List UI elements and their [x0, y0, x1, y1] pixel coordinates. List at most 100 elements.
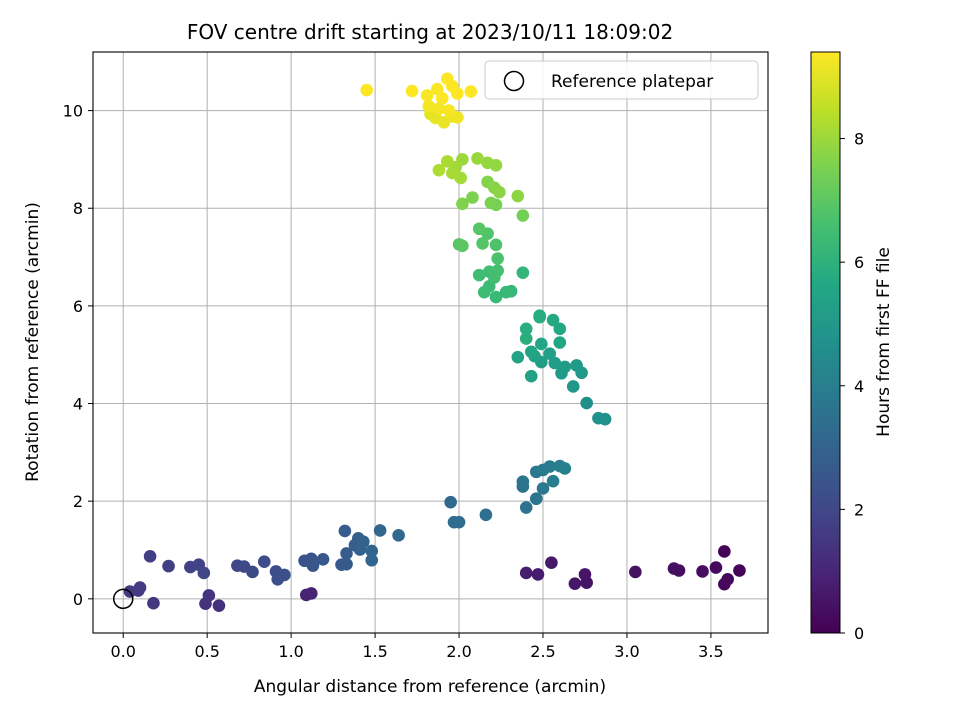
data-point [516, 209, 530, 222]
x-axis-label: Angular distance from reference (arcmin) [254, 677, 606, 697]
data-point [338, 524, 352, 538]
legend-marker [503, 70, 525, 92]
x-tick-label: 2.5 [530, 642, 555, 661]
data-point [529, 492, 543, 506]
data-point [257, 555, 271, 569]
colorbar-gradient [810, 51, 841, 634]
x-tick-label: 0.5 [194, 642, 219, 661]
data-point [432, 102, 446, 115]
data-point [306, 559, 320, 572]
x-tick-label: 2.0 [446, 642, 471, 661]
colorbar-ticks: 0 2 4 6 8 [840, 130, 864, 643]
data-point [212, 599, 226, 612]
data-point [446, 166, 459, 180]
grid [93, 52, 768, 633]
x-tick-label: 3.0 [614, 642, 639, 661]
data-point [440, 155, 454, 168]
data-point [278, 568, 291, 582]
data-point [435, 92, 449, 105]
data-point [340, 557, 353, 571]
data-point [519, 501, 533, 514]
data-point [491, 264, 504, 278]
data-point [558, 360, 572, 374]
data-point [553, 322, 567, 336]
data-point [546, 474, 560, 488]
data-point [464, 85, 478, 98]
data-point [479, 508, 493, 522]
data-point [365, 553, 379, 567]
data-point [553, 336, 567, 349]
data-point [568, 577, 582, 590]
data-point [147, 596, 160, 610]
data-point [476, 237, 489, 250]
data-point [733, 564, 746, 577]
data-point [519, 566, 533, 580]
data-point [718, 545, 731, 558]
data-point [422, 99, 436, 113]
data-point [481, 156, 494, 170]
colorbar-tick-label: 2 [854, 500, 864, 519]
data-point [531, 568, 545, 581]
y-tick-label: 8 [73, 199, 83, 218]
y-tick-label: 10 [63, 102, 83, 121]
data-point [442, 104, 456, 117]
data-point [489, 290, 503, 304]
data-point [430, 82, 444, 96]
data-point [516, 266, 530, 279]
data-point [667, 562, 681, 575]
data-point [456, 197, 469, 211]
data-point [143, 550, 157, 563]
data-point [519, 332, 533, 345]
data-point [499, 285, 513, 299]
data-point [246, 565, 259, 579]
chart-title: FOV centre drift starting at 2023/10/11 … [187, 20, 673, 44]
data-point [545, 556, 558, 569]
data-point [477, 285, 491, 299]
data-point [629, 565, 642, 579]
data-point [536, 482, 550, 495]
data-point [357, 535, 370, 548]
data-point [472, 222, 486, 236]
y-tick-label: 0 [73, 590, 83, 609]
data-point [197, 566, 211, 580]
colorbar-label: Hours from first FF file [874, 247, 894, 437]
data-point [373, 524, 387, 537]
data-point [452, 515, 466, 529]
data-point [580, 396, 593, 410]
data-point [558, 462, 572, 475]
data-point [420, 89, 434, 102]
data-point [598, 412, 612, 426]
colorbar-tick-label: 0 [854, 624, 864, 643]
x-tick-label: 3.5 [698, 642, 723, 661]
data-point [511, 189, 525, 203]
data-point [543, 460, 557, 473]
data-point [548, 356, 562, 370]
data-point [299, 588, 313, 602]
x-tick-label: 1.0 [278, 642, 303, 661]
x-tick-label: 0.0 [110, 642, 135, 661]
data-point [489, 238, 503, 252]
data-point [543, 347, 557, 361]
data-point [451, 87, 464, 100]
data-point [535, 337, 548, 351]
colorbar-tick-label: 4 [854, 377, 864, 396]
data-point [133, 581, 147, 594]
data-point [405, 84, 419, 98]
data-point [570, 359, 583, 372]
data-point [566, 380, 580, 393]
colorbar: 0 2 4 6 8 Hours from first FF file [810, 51, 894, 643]
data-point [466, 191, 479, 204]
data-point [721, 572, 735, 586]
y-tick-label: 4 [73, 395, 83, 414]
data-point [471, 152, 484, 165]
data-point [392, 529, 405, 542]
data-points [112, 72, 746, 612]
data-point [516, 475, 530, 488]
data-point [696, 565, 709, 578]
legend: Reference platepar [484, 60, 759, 100]
colorbar-tick-label: 6 [854, 253, 864, 272]
data-point [432, 163, 446, 177]
data-point [472, 268, 486, 282]
data-point [451, 111, 464, 124]
